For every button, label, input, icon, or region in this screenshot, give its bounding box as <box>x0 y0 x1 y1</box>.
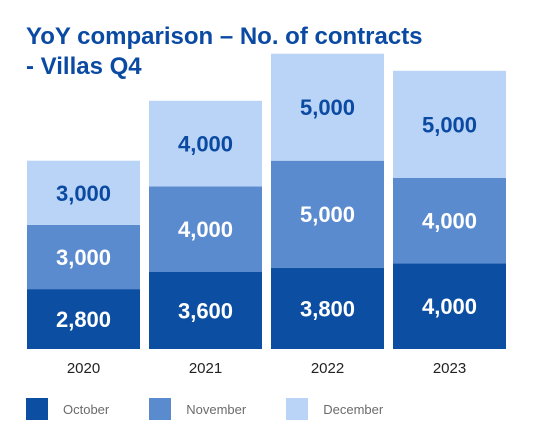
bar-december-2021 <box>149 100 262 187</box>
chart-title-line-1: YoY comparison – No. of contracts <box>26 23 423 50</box>
data-label-october-2020: 2,800 <box>56 307 111 332</box>
legend-label-november: November <box>186 401 247 417</box>
data-label-november-2022: 5,000 <box>300 202 355 227</box>
data-label-november-2020: 3,000 <box>56 245 111 270</box>
chart-title-line-2: - Villas Q4 <box>26 53 142 80</box>
data-label-november-2023: 4,000 <box>422 209 477 234</box>
bar-december-2023 <box>393 70 506 178</box>
legend-label-december: December <box>323 401 384 417</box>
data-label-december-2021: 4,000 <box>178 132 233 157</box>
legend-item-october: October <box>26 398 109 420</box>
bar-october-2022 <box>271 267 384 349</box>
data-label-october-2021: 3,600 <box>178 299 233 324</box>
x-tick-label-2021: 2021 <box>189 360 222 377</box>
bar-december-2022 <box>271 53 384 161</box>
chart-legend: October November December <box>26 398 423 420</box>
x-tick-label-2020: 2020 <box>67 360 100 377</box>
data-label-december-2023: 5,000 <box>422 112 477 137</box>
data-label-december-2022: 5,000 <box>300 95 355 120</box>
bar-october-2023 <box>393 263 506 349</box>
bar-november-2023 <box>393 177 506 264</box>
stacked-bar-chart: 2,800 3,000 3,000 2020 3,600 4,000 4,000 2021 3,… <box>27 53 506 377</box>
legend-label-october: October <box>63 401 110 417</box>
data-label-november-2021: 4,000 <box>178 217 233 242</box>
bar-october-2021 <box>149 272 262 349</box>
bar-november-2021 <box>149 186 262 272</box>
legend-swatch-november <box>149 398 172 420</box>
data-label-october-2022: 3,800 <box>300 296 355 321</box>
bar-november-2020 <box>27 224 140 290</box>
legend-swatch-december <box>286 398 309 420</box>
data-label-december-2020: 3,000 <box>56 181 111 206</box>
legend-item-december: December <box>286 398 383 420</box>
x-tick-label-2023: 2023 <box>433 360 466 377</box>
data-label-october-2023: 4,000 <box>422 294 477 319</box>
x-tick-label-2022: 2022 <box>311 360 344 377</box>
bar-october-2020 <box>27 289 140 349</box>
legend-item-november: November <box>149 398 246 420</box>
chart-title: YoY comparison – No. of contracts - Vill… <box>26 22 526 82</box>
bar-december-2020 <box>27 160 140 225</box>
bar-november-2022 <box>271 160 384 268</box>
legend-swatch-october <box>26 398 48 420</box>
